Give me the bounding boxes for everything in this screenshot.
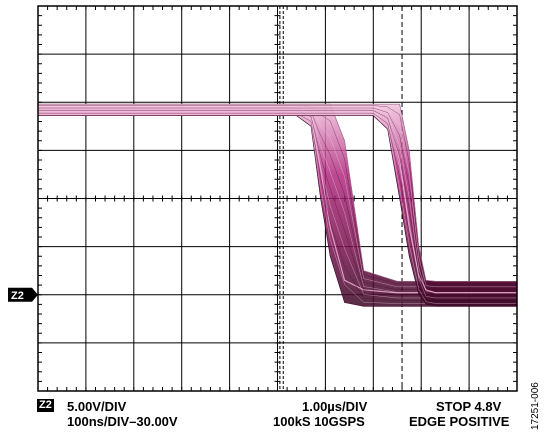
trigger-mode-label: STOP 4.8V xyxy=(436,399,502,414)
plot-border xyxy=(37,5,518,392)
trigger-edge-label: EDGE POSITIVE xyxy=(409,414,510,429)
trace-persistence xyxy=(38,112,517,301)
trace-persistence xyxy=(38,105,517,285)
trace-persistence xyxy=(38,114,517,304)
sampling-label: 100kS 10GSPS xyxy=(273,414,365,429)
graticule xyxy=(37,5,518,392)
trace-persistence xyxy=(38,110,517,296)
channel-badge-bottom: Z2 xyxy=(37,399,54,412)
trace-persistence xyxy=(38,109,517,293)
timebase-label: 1.00µs/DIV xyxy=(302,399,368,414)
ground-marker-label: Z2 xyxy=(11,290,24,302)
trace-persistence xyxy=(38,106,517,288)
plot-frame xyxy=(37,5,518,392)
trace-persistence xyxy=(38,103,517,282)
ground-marker: Z2 xyxy=(8,287,38,302)
ground-marker-arrow xyxy=(8,287,38,302)
figure-id: 17251-006 xyxy=(530,382,541,430)
trace-persistence xyxy=(38,107,517,290)
waveform-traces xyxy=(37,103,518,307)
trace-persistence xyxy=(38,111,517,299)
timebase-offset-label: 100ns/DIV–30.00V xyxy=(67,414,178,429)
trace-persistence xyxy=(38,115,517,307)
vdiv-label: 5.00V/DIV xyxy=(67,399,127,414)
